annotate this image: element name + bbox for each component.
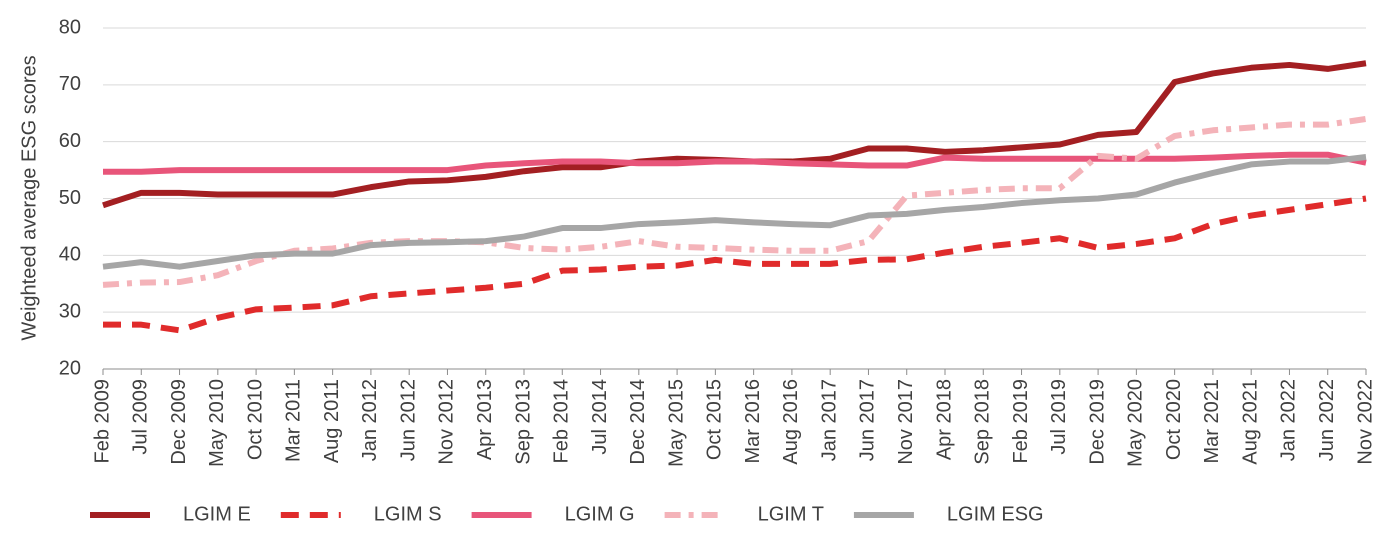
legend-label: LGIM ESG bbox=[947, 503, 1044, 525]
x-tick-label: Dec 2014 bbox=[627, 379, 649, 465]
x-tick-label: Feb 2009 bbox=[91, 379, 113, 464]
x-tick-label: Sep 2013 bbox=[512, 379, 534, 465]
x-tick-label: Jul 2009 bbox=[130, 379, 152, 455]
x-tick-label: Jun 2022 bbox=[1316, 379, 1338, 461]
x-tick-label: Apr 2018 bbox=[933, 379, 955, 460]
y-axis-label: Weighteed average ESG scores bbox=[18, 55, 40, 340]
series-line bbox=[102, 154, 1367, 270]
x-tick-label: Jun 2017 bbox=[857, 379, 879, 461]
x-tick-label: Oct 2010 bbox=[244, 379, 266, 460]
x-tick-label: Apr 2013 bbox=[474, 379, 496, 460]
x-tick-label: Aug 2016 bbox=[780, 379, 802, 465]
x-tick-label: Dec 2019 bbox=[1086, 379, 1108, 465]
x-tick-label: Nov 2017 bbox=[895, 379, 917, 465]
x-tick-label: Mar 2016 bbox=[742, 379, 764, 464]
x-tick-label: May 2020 bbox=[1125, 379, 1147, 467]
y-tick-label: 40 bbox=[59, 244, 81, 266]
x-tick-label: Jan 2017 bbox=[818, 379, 840, 461]
series-line bbox=[103, 195, 1367, 334]
series-line bbox=[103, 151, 1367, 175]
x-tick-label: Nov 2012 bbox=[436, 379, 458, 465]
legend-label: LGIM T bbox=[758, 503, 824, 525]
x-tick-label: Feb 2019 bbox=[1010, 379, 1032, 464]
x-tick-label: May 2015 bbox=[665, 379, 687, 467]
x-tick-label: Aug 2011 bbox=[321, 379, 343, 463]
x-tick-label: Oct 2020 bbox=[1163, 379, 1185, 460]
y-tick-label: 30 bbox=[59, 300, 81, 322]
y-tick-label: 50 bbox=[59, 187, 81, 209]
x-tick-label: Jul 2019 bbox=[1048, 379, 1070, 455]
x-tick-label: Nov 2022 bbox=[1354, 379, 1376, 465]
x-tick-label: Mar 2011 bbox=[283, 379, 305, 462]
x-tick-label: Jan 2022 bbox=[1278, 379, 1300, 461]
series-line bbox=[102, 115, 1367, 288]
x-tick-label: May 2010 bbox=[206, 379, 228, 467]
legend-label: LGIM E bbox=[183, 503, 251, 525]
legend-label: LGIM S bbox=[374, 503, 442, 525]
y-tick-label: 20 bbox=[59, 357, 81, 379]
x-tick-label: Jan 2012 bbox=[359, 379, 381, 461]
x-tick-label: Sep 2018 bbox=[972, 379, 994, 465]
x-tick-label: Oct 2015 bbox=[704, 379, 726, 460]
x-tick-label: Mar 2021 bbox=[1201, 379, 1223, 464]
y-tick-label: 80 bbox=[59, 16, 81, 38]
y-tick-label: 60 bbox=[59, 130, 81, 152]
x-tick-label: Dec 2009 bbox=[168, 379, 190, 465]
x-tick-label: Feb 2014 bbox=[551, 379, 573, 464]
legend-label: LGIM G bbox=[565, 503, 635, 525]
x-tick-label: Jul 2014 bbox=[589, 379, 611, 455]
y-tick-label: 70 bbox=[59, 73, 81, 95]
x-tick-label: Aug 2021 bbox=[1239, 379, 1261, 465]
x-tick-label: Jun 2012 bbox=[397, 379, 419, 461]
